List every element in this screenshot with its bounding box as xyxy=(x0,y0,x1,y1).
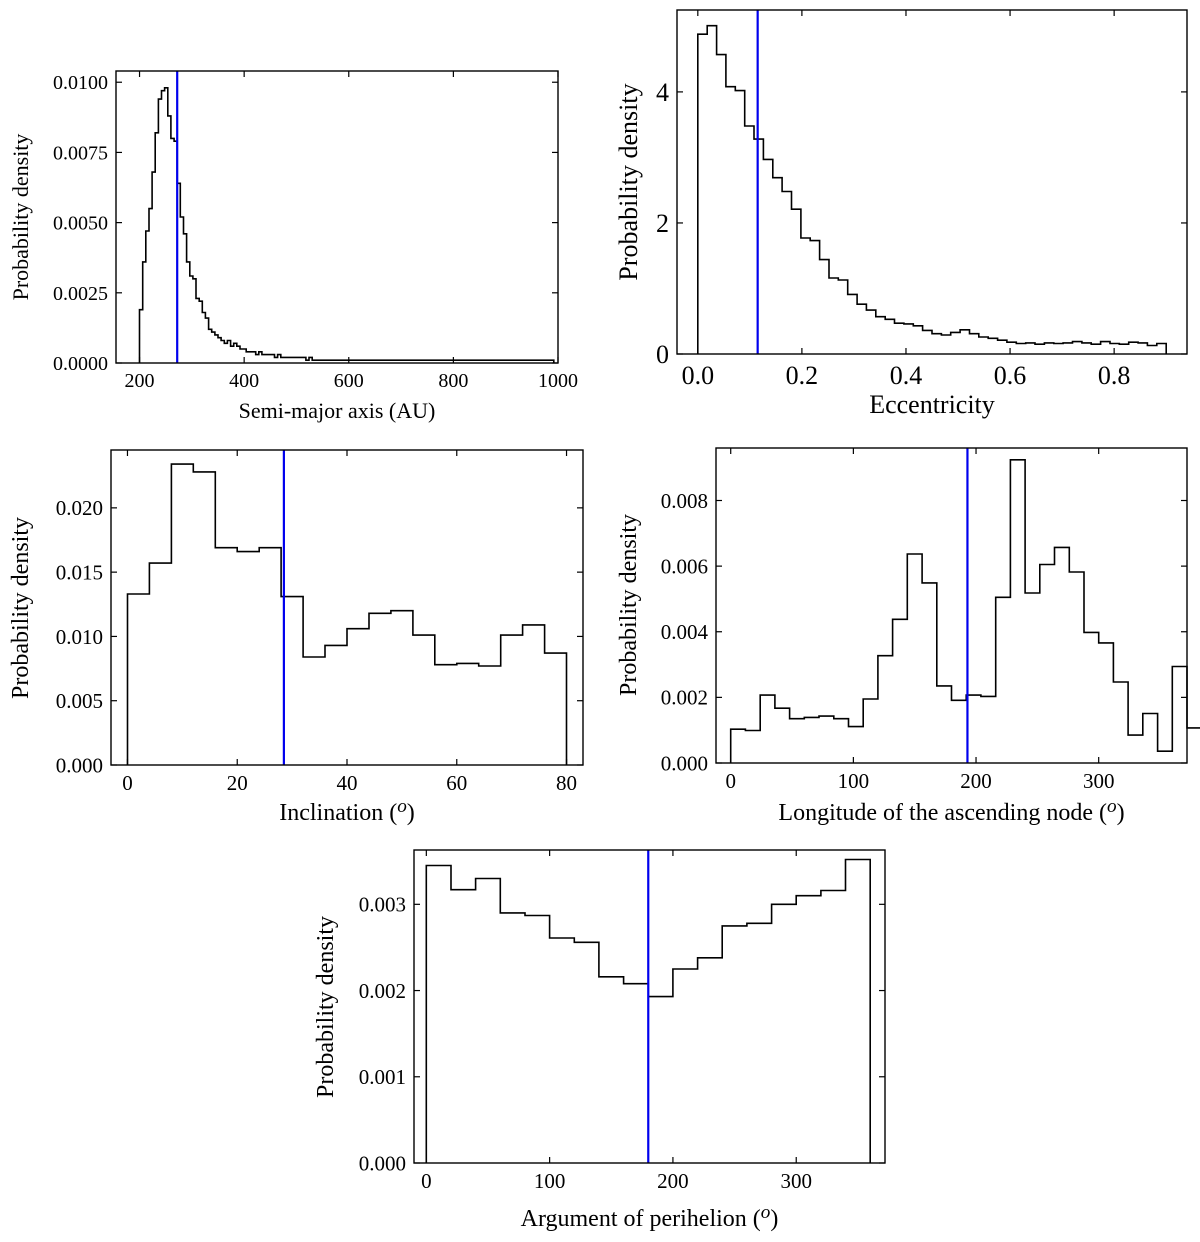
x-tick-label: 1000 xyxy=(538,370,578,392)
x-axis-label: Longitude of the ascending node (o) xyxy=(778,796,1124,826)
x-tick-label: 100 xyxy=(534,1169,566,1193)
histogram-steps xyxy=(729,459,1200,763)
x-tick-label: 0 xyxy=(725,769,736,793)
y-tick-label: 0.002 xyxy=(359,979,406,1003)
y-tick-label: 0.004 xyxy=(661,620,709,644)
x-tick-label: 20 xyxy=(227,771,248,795)
x-tick-label: 300 xyxy=(780,1169,812,1193)
y-tick-label: 2 xyxy=(656,209,669,238)
x-tick-label: 300 xyxy=(1083,769,1115,793)
histogram-steps xyxy=(138,87,555,363)
x-axis-label: Argument of perihelion (o) xyxy=(521,1202,779,1232)
y-tick-label: 0.010 xyxy=(56,625,103,649)
y-tick-label: 0.0025 xyxy=(53,283,108,305)
x-tick-label: 40 xyxy=(337,771,358,795)
axes-frame xyxy=(413,849,886,1164)
axes-frame xyxy=(110,449,584,766)
y-tick-label: 0.0075 xyxy=(53,142,108,164)
y-axis-label: Probability density xyxy=(8,134,33,301)
x-tick-label: 600 xyxy=(334,370,364,392)
histogram-steps xyxy=(126,463,568,765)
y-tick-label: 0.006 xyxy=(661,554,708,578)
y-tick-label: 0.002 xyxy=(661,686,708,710)
axes-frame xyxy=(115,70,559,364)
x-tick-label: 0.8 xyxy=(1098,361,1131,390)
chart-semi-major-axis: 200 400 600 800 1000 0.0000 0.0025 0.0050 0.0075… xyxy=(8,70,578,423)
y-axis-label: Probability density xyxy=(8,517,34,699)
y-tick-label: 0.0050 xyxy=(53,213,108,235)
x-tick-label: 0.4 xyxy=(890,361,923,390)
x-tick-label: 80 xyxy=(556,771,577,795)
y-axis-label: Probability density xyxy=(614,83,643,280)
y-tick-label: 0.0100 xyxy=(53,72,108,94)
x-axis-label: Semi-major axis (AU) xyxy=(239,398,436,423)
y-tick-label: 0.000 xyxy=(359,1151,406,1175)
histogram-steps xyxy=(697,24,1167,354)
y-tick-label: 0.015 xyxy=(56,560,103,584)
x-tick-label: 0.0 xyxy=(682,361,715,390)
x-tick-label: 400 xyxy=(229,370,259,392)
chart-longitude-ascending-node: 0 100 200 300 0.000 0.002 0.004 0.006 0.008 Longi… xyxy=(616,447,1200,826)
x-tick-label: 200 xyxy=(657,1169,689,1193)
x-tick-label: 100 xyxy=(838,769,870,793)
axes-frame xyxy=(715,447,1188,764)
y-tick-label: 0.000 xyxy=(56,753,103,777)
y-tick-label: 0.003 xyxy=(359,893,406,917)
x-tick-label: 800 xyxy=(438,370,468,392)
chart-eccentricity: 0.0 0.2 0.4 0.6 0.8 0 2 4 Eccentricity Probabilit… xyxy=(614,9,1188,419)
y-tick-label: 0.000 xyxy=(661,751,708,775)
y-axis-label: Probability density xyxy=(313,916,339,1098)
y-tick-label: 0.005 xyxy=(56,689,103,713)
y-axis-label: Probability density xyxy=(616,514,642,696)
x-axis-label: Inclination (o) xyxy=(279,796,415,826)
x-tick-label: 0.6 xyxy=(994,361,1027,390)
x-tick-label: 0 xyxy=(421,1169,432,1193)
y-tick-label: 0 xyxy=(656,340,669,369)
axes-frame xyxy=(676,9,1188,355)
x-tick-label: 0 xyxy=(122,771,133,795)
y-tick-label: 0.020 xyxy=(56,496,103,520)
y-tick-label: 4 xyxy=(656,78,669,107)
x-tick-label: 200 xyxy=(125,370,155,392)
y-tick-label: 0.0000 xyxy=(53,353,108,375)
chart-argument-perihelion: 0 100 200 300 0.000 0.001 0.002 0.003 Argument o… xyxy=(313,849,886,1232)
x-tick-label: 0.2 xyxy=(786,361,819,390)
chart-inclination: 0 20 40 60 80 0.000 0.005 0.010 0.015 0.020 Inclin… xyxy=(8,449,584,826)
y-tick-label: 0.008 xyxy=(661,489,708,513)
x-tick-label: 200 xyxy=(960,769,992,793)
x-axis-label: Eccentricity xyxy=(869,390,995,419)
y-tick-label: 0.001 xyxy=(359,1065,406,1089)
x-tick-label: 60 xyxy=(446,771,467,795)
